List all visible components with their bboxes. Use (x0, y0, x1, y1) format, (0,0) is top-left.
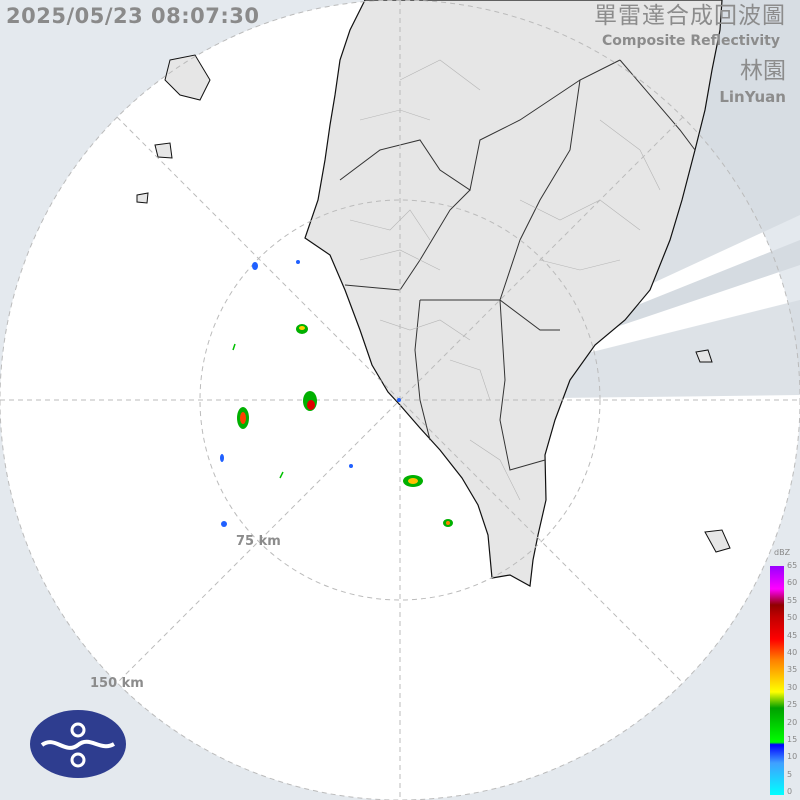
legend-tick: 50 (787, 613, 798, 623)
legend-tick: 35 (787, 665, 798, 675)
timestamp: 2025/05/23 08:07:30 (6, 4, 260, 28)
legend-tick: 55 (787, 595, 798, 605)
legend-tick: 65 (787, 561, 798, 570)
legend-tick: 60 (787, 578, 798, 588)
legend-tick: 40 (787, 648, 798, 657)
product-title-en: Composite Reflectivity (602, 33, 780, 49)
ring-label-75km: 75 km (236, 534, 281, 549)
legend-tick: 25 (787, 700, 798, 710)
site-name-en: LinYuan (719, 88, 786, 106)
site-name-zh: 林園 (740, 58, 786, 84)
legend-tick: 0 (787, 787, 793, 797)
legend-tick: 45 (787, 630, 798, 640)
product-title-zh: 單雷達合成回波圖 (594, 3, 786, 29)
legend-tick: 30 (787, 682, 798, 692)
legend-tick: 5 (787, 769, 793, 779)
legend-tick: 15 (787, 735, 798, 744)
legend-unit: dBZ (774, 548, 791, 557)
cwa-logo-icon (30, 710, 126, 778)
islands (136, 54, 731, 553)
ring-label-150km: 150 km (90, 676, 144, 691)
legend-tick: 20 (787, 717, 798, 727)
legend-colorbar (770, 566, 784, 795)
radar-echoes (220, 260, 453, 527)
legend-tick: 10 (787, 752, 798, 762)
